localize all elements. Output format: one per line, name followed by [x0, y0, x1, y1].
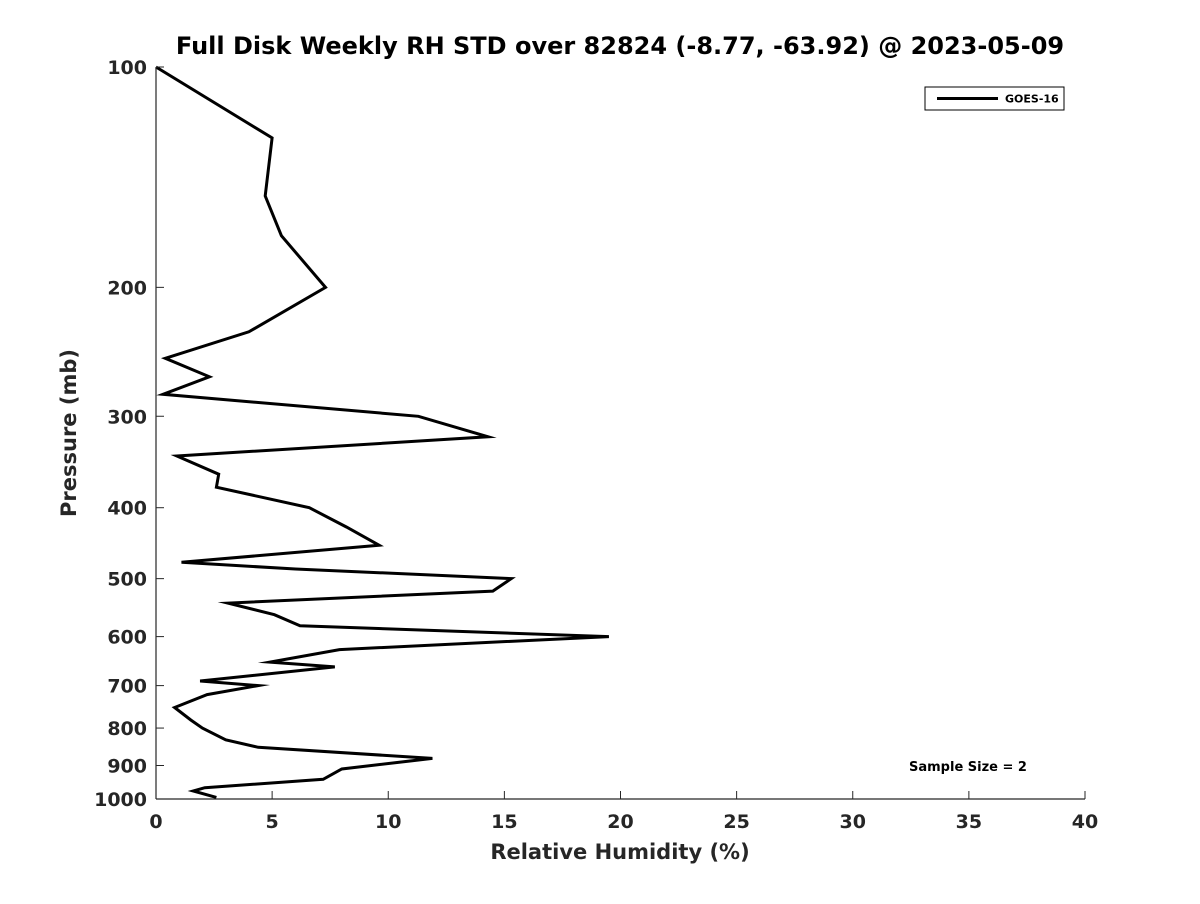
chart-title: Full Disk Weekly RH STD over 82824 (-8.7…: [176, 32, 1064, 60]
y-tick-label: 300: [107, 406, 147, 428]
y-tick-label: 800: [107, 718, 147, 740]
sample-size-annotation: Sample Size = 2: [909, 760, 1027, 775]
y-tick-label: 900: [107, 756, 147, 778]
series-line-goes16: [155, 65, 609, 799]
x-tick-label: 35: [956, 811, 982, 833]
y-tick-label: 400: [107, 498, 147, 520]
y-tick-label: 1000: [94, 789, 147, 811]
x-tick-label: 20: [607, 811, 633, 833]
x-axis-label: Relative Humidity (%): [490, 840, 749, 864]
legend-label-goes16: GOES-16: [1005, 93, 1059, 106]
x-tick-label: 25: [723, 811, 749, 833]
y-axis-label: Pressure (mb): [57, 349, 81, 517]
x-tick-label: 5: [266, 811, 279, 833]
axes: 0 5 10 15 20 25 30 35 40 100 200 300 400 500 600 700 800…: [94, 57, 1098, 833]
x-tick-label: 15: [491, 811, 517, 833]
y-tick-label: 100: [107, 57, 147, 79]
x-tick-label: 10: [375, 811, 401, 833]
x-tick-label: 40: [1072, 811, 1098, 833]
x-tick-label: 0: [149, 811, 162, 833]
x-tick-label: 30: [840, 811, 866, 833]
y-tick-label: 500: [107, 569, 147, 591]
plot-area: [155, 65, 609, 799]
y-tick-label: 600: [107, 627, 147, 649]
y-tick-label: 700: [107, 676, 147, 698]
y-tick-label: 200: [107, 277, 147, 299]
legend: GOES-16: [924, 86, 1065, 111]
